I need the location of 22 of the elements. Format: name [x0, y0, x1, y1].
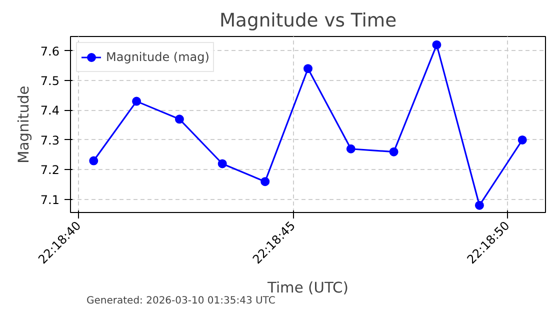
y-tick-label: 7.6 [40, 44, 60, 58]
point [218, 159, 227, 168]
y-axis-title: Magnitude [15, 86, 32, 164]
y-tick-label: 7.5 [40, 74, 60, 88]
y-tick-label: 7.3 [40, 133, 60, 148]
point [89, 156, 98, 166]
point [304, 64, 312, 74]
y-tick-label: 7.4 [40, 104, 60, 118]
point [432, 40, 442, 50]
point [260, 177, 270, 186]
point [474, 200, 484, 210]
point [132, 96, 142, 106]
y-tick-label: 7.1 [40, 192, 60, 207]
text: Generated: 2026-03-10 01:35:43 UTC [86, 296, 276, 306]
point [174, 114, 184, 124]
x-axis-title: Time (UTC) [266, 280, 349, 297]
point [346, 144, 356, 154]
y-tick-label: 7.2 [40, 163, 60, 178]
point [389, 147, 398, 156]
legend-label: Magnitude (mag) [106, 50, 210, 64]
chart-title: Magnitude vs Time [219, 10, 397, 32]
point [518, 135, 527, 144]
